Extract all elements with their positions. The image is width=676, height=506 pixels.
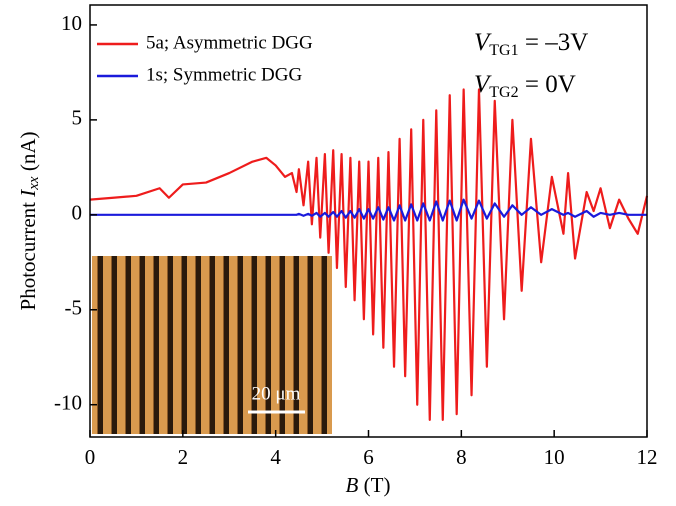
y-tick-label: 10	[61, 11, 82, 35]
y-tick-label: 0	[72, 201, 83, 225]
y-axis-label: Photocurrent Ixx (nA)	[16, 132, 43, 311]
x-tick-label: 6	[363, 445, 374, 469]
y-label-sub: xx	[26, 176, 42, 191]
y-label-prefix: Photocurrent	[16, 202, 40, 311]
annotation-symbol: V	[474, 71, 492, 98]
x-tick-label: 2	[178, 445, 189, 469]
x-label-unit: (T)	[364, 473, 391, 497]
x-tick-label: 12	[637, 445, 658, 469]
annotation-symbol: V	[474, 29, 492, 56]
series-line	[89, 88, 649, 422]
y-tick-label: -5	[65, 296, 83, 320]
annotation: VTG2 = 0V	[474, 71, 576, 101]
x-tick-label: 8	[456, 445, 467, 469]
y-label-unit: (nA)	[16, 132, 40, 172]
scale-label: 20 μm	[252, 383, 301, 404]
y-tick-label: -10	[54, 391, 82, 415]
y-label-symbol: I	[16, 189, 40, 198]
x-axis-label: B (T)	[346, 473, 391, 497]
plot-area	[89, 88, 649, 422]
annotation-sub: TG1	[489, 42, 518, 59]
annotation: VTG1 = –3V	[474, 29, 588, 59]
x-label-symbol: B	[346, 473, 359, 497]
x-tick-label: 4	[270, 445, 281, 469]
legend-label: 1s; Symmetric DGG	[146, 64, 302, 85]
inset-micrograph	[92, 256, 332, 434]
annotation-text: = –3V	[525, 29, 588, 56]
series-line	[90, 198, 647, 222]
x-tick-label: 0	[85, 445, 96, 469]
annotation-sub: TG2	[489, 84, 518, 101]
annotation-text: = 0V	[525, 71, 576, 98]
x-tick-label: 10	[544, 445, 565, 469]
inset-image: 20 μm	[92, 256, 332, 434]
legend-label: 5a; Asymmetric DGG	[146, 32, 313, 53]
y-tick-label: 5	[72, 106, 83, 130]
